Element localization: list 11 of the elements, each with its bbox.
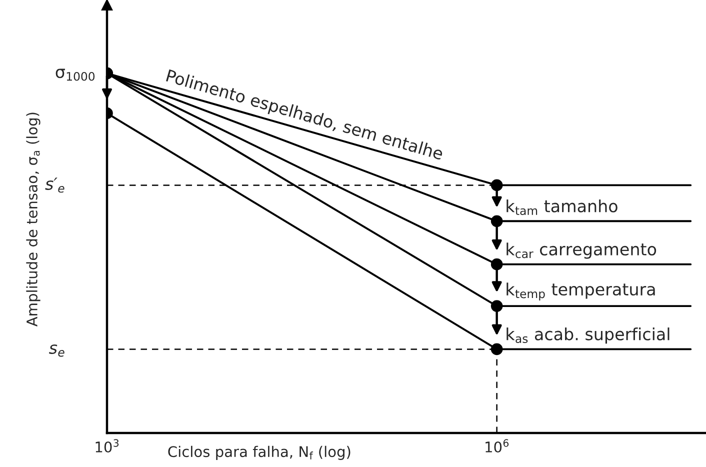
x-tick-label: 10$^{3}$: [96, 439, 119, 453]
annotation: k$_{as}$ acab. superficial: [506, 327, 670, 344]
annotation: k$_{temp}$ temperatura: [506, 282, 655, 300]
y-axis-title: Amplitude de tensao, σ$_{a}$ (log): [26, 112, 40, 327]
x-axis-title: Ciclos para falha, N$_{f}$ (log): [168, 446, 350, 460]
annotation: k$_{car}$ carregamento: [506, 242, 656, 259]
ref-line-label: s$_{e}$: [49, 344, 64, 357]
ref-line-label: s′$_{e}$: [45, 178, 64, 193]
annotation: k$_{tam}$ tamanho: [506, 199, 618, 216]
x-tick-label: 10$^{6}$: [486, 439, 509, 453]
annotation: σ$_{1000}$: [56, 68, 95, 81]
